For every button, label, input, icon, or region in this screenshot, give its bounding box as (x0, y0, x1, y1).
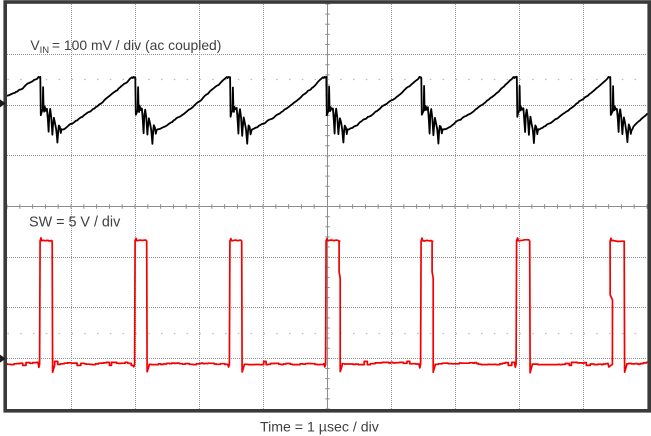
svg-text:VIN = 100 mV / div (ac coupled: VIN = 100 mV / div (ac coupled) (30, 37, 221, 56)
svg-text:Time = 1 µsec / div: Time = 1 µsec / div (260, 419, 380, 435)
svg-text:SW = 5 V / div: SW = 5 V / div (29, 214, 121, 230)
